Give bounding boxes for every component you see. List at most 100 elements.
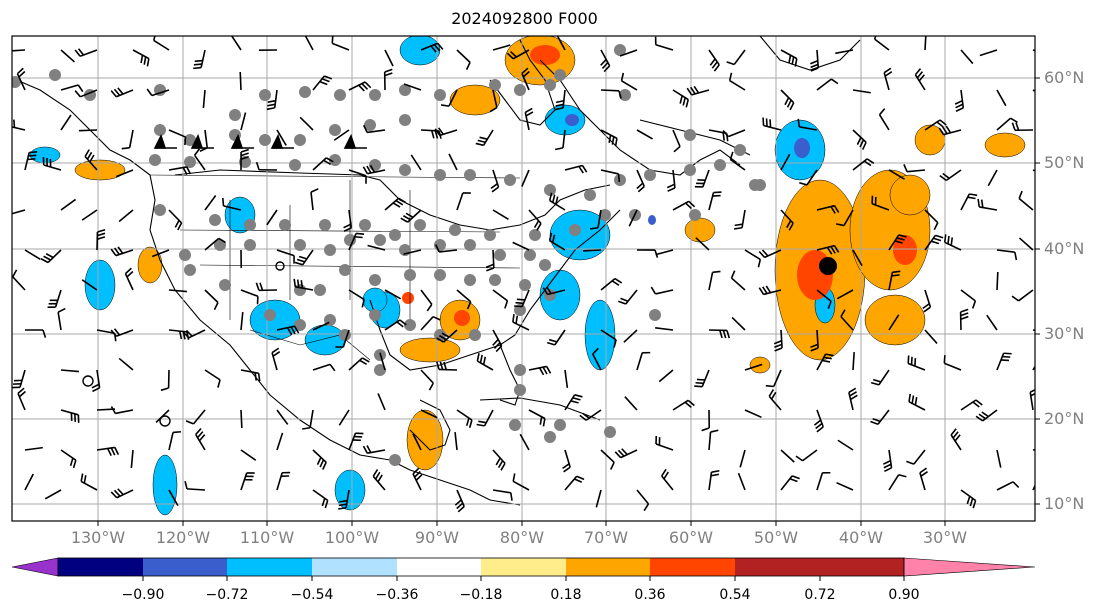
wind-barb bbox=[348, 169, 367, 184]
wind-barb bbox=[182, 329, 206, 339]
wind-barb bbox=[960, 289, 977, 309]
lat-label: 10°N bbox=[1044, 494, 1085, 513]
wind-barb bbox=[420, 289, 433, 312]
colorbar-segment bbox=[481, 558, 566, 576]
station-dot bbox=[369, 309, 381, 321]
colorbar-tick-label: 0.90 bbox=[888, 587, 920, 603]
station-dot bbox=[689, 209, 701, 221]
station-dot bbox=[604, 426, 616, 438]
wind-barb bbox=[294, 249, 314, 266]
wind-barb bbox=[312, 75, 333, 91]
station-dot bbox=[294, 319, 306, 331]
station-dot bbox=[404, 319, 416, 331]
wind-barb bbox=[168, 209, 183, 231]
wind-barb-pennant bbox=[190, 133, 214, 149]
station-dot bbox=[294, 134, 306, 146]
wind-barb bbox=[528, 409, 546, 427]
anomaly-fill bbox=[74, 159, 126, 181]
colorbar-tick-label: 0.18 bbox=[550, 587, 582, 603]
wind-barb bbox=[521, 67, 530, 91]
wind-barb bbox=[74, 48, 98, 58]
wind-barb bbox=[168, 129, 187, 146]
wind-barb bbox=[762, 117, 782, 131]
wind-barb bbox=[240, 369, 261, 382]
wind-barb bbox=[333, 129, 350, 141]
wind-barb bbox=[816, 471, 831, 491]
station-dot bbox=[749, 179, 761, 191]
wind-barb bbox=[312, 449, 327, 470]
wind-barb bbox=[60, 369, 79, 373]
forecast-map bbox=[11, 35, 1040, 526]
colorbar-tick-label: 0.36 bbox=[634, 587, 666, 603]
wind-barb bbox=[302, 409, 314, 430]
station-dot bbox=[489, 274, 501, 286]
lon-label: 30°W bbox=[922, 528, 968, 547]
station-dot bbox=[49, 69, 61, 81]
strong-anomaly-fill bbox=[794, 138, 810, 158]
wind-barb bbox=[1019, 237, 1034, 251]
wind-barb bbox=[795, 449, 818, 462]
station-dot bbox=[329, 124, 341, 136]
wind-barb bbox=[744, 363, 763, 371]
station-dot bbox=[259, 134, 271, 146]
wind-barb bbox=[24, 446, 43, 451]
wind-barb bbox=[240, 112, 247, 131]
wind-barb bbox=[110, 488, 134, 499]
wind-barb bbox=[730, 270, 746, 291]
wind-barb bbox=[403, 83, 422, 91]
wind-barb bbox=[977, 198, 998, 211]
wind-barb bbox=[592, 347, 602, 371]
wind-barb bbox=[528, 209, 542, 231]
wind-barb bbox=[420, 42, 444, 53]
wind-barb bbox=[230, 36, 242, 51]
station-dot bbox=[324, 244, 336, 256]
wind-barb bbox=[837, 439, 854, 451]
lon-label: 130°W bbox=[70, 528, 126, 547]
wind-barb bbox=[57, 307, 66, 331]
wind-barb bbox=[701, 409, 711, 432]
wind-barb bbox=[490, 169, 500, 193]
wind-barb bbox=[975, 409, 998, 422]
anomaly-fill bbox=[304, 324, 346, 356]
wind-barb bbox=[420, 315, 441, 331]
wind-barb bbox=[168, 489, 179, 507]
station-dot bbox=[649, 309, 661, 321]
wind-barb bbox=[384, 289, 402, 300]
wind-barb bbox=[840, 309, 854, 331]
station-dot bbox=[539, 259, 551, 271]
wind-barb bbox=[81, 279, 98, 291]
wind-barb bbox=[1032, 484, 1035, 491]
lon-label: 70°W bbox=[583, 528, 629, 547]
wind-barb bbox=[924, 234, 944, 251]
wind-barb bbox=[780, 475, 800, 491]
station-dot bbox=[184, 264, 196, 276]
wind-barb bbox=[871, 195, 890, 211]
wind-barb bbox=[878, 108, 890, 131]
wind-barb bbox=[810, 49, 820, 72]
wind-barb bbox=[600, 89, 622, 99]
wind-barb bbox=[24, 151, 38, 171]
wind-barb bbox=[118, 209, 134, 223]
wind-barb bbox=[528, 365, 552, 376]
coastlines bbox=[12, 36, 861, 506]
wind-barb bbox=[492, 44, 511, 51]
wind-barb bbox=[384, 319, 407, 331]
station-dot bbox=[229, 109, 241, 121]
station-dot bbox=[469, 329, 481, 341]
wind-barb bbox=[726, 49, 746, 66]
station-dot bbox=[359, 219, 371, 231]
wind-barb bbox=[835, 209, 854, 227]
wind-barb bbox=[672, 399, 695, 411]
wind-barb bbox=[240, 148, 249, 171]
station-dot bbox=[369, 274, 381, 286]
wind-barb bbox=[12, 209, 26, 215]
wind-barb bbox=[372, 469, 386, 491]
wind-barb bbox=[121, 129, 134, 150]
wind-barb bbox=[708, 429, 719, 451]
wind-barb bbox=[168, 430, 182, 451]
wind-barb bbox=[744, 409, 762, 419]
strong-anomaly-fill bbox=[454, 310, 470, 326]
colorbar-segment bbox=[58, 558, 143, 576]
strong-anomaly-fill bbox=[565, 114, 579, 126]
wind-barb bbox=[476, 353, 494, 371]
